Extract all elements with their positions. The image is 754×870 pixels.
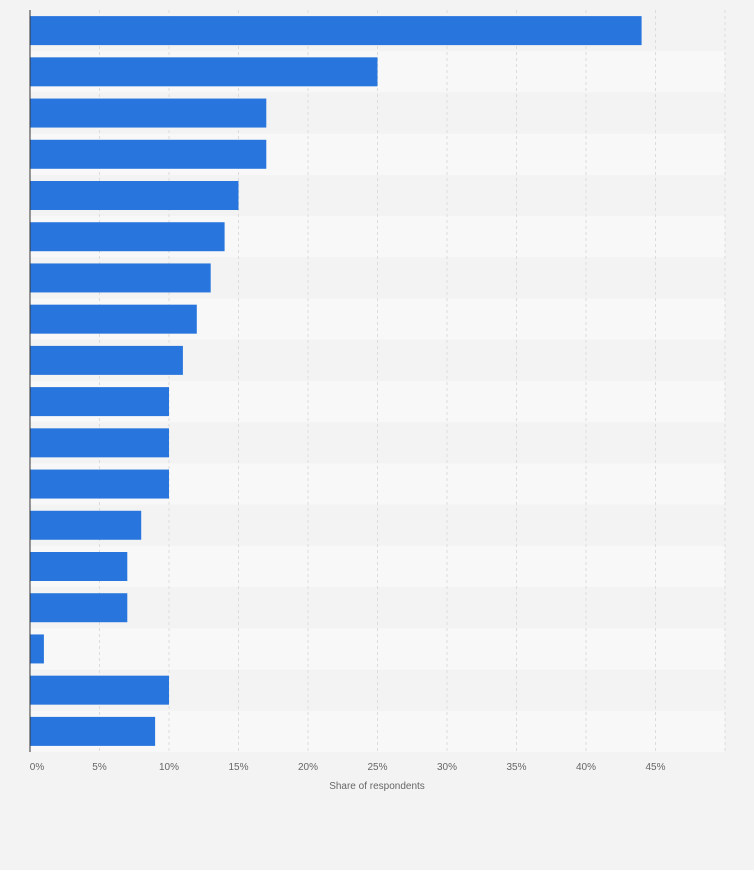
bar[interactable] — [30, 263, 211, 293]
bar[interactable] — [30, 510, 142, 540]
bar[interactable] — [30, 57, 378, 87]
x-tick-label: 40% — [576, 762, 596, 773]
bar[interactable] — [30, 139, 267, 169]
bar[interactable] — [30, 634, 44, 664]
bar[interactable] — [30, 304, 197, 334]
x-tick-label: 35% — [506, 762, 526, 773]
x-tick-label: 30% — [437, 762, 457, 773]
x-tick-label: 25% — [367, 762, 387, 773]
x-tick-label: 0% — [30, 762, 45, 773]
bar[interactable] — [30, 345, 183, 375]
bar[interactable] — [30, 428, 169, 458]
bar[interactable] — [30, 16, 642, 46]
bar[interactable] — [30, 387, 169, 417]
bar[interactable] — [30, 552, 128, 581]
x-tick-label: 5% — [92, 762, 107, 773]
bar[interactable] — [30, 593, 128, 623]
x-tick-label: 10% — [159, 762, 179, 773]
x-tick-label: 20% — [298, 762, 318, 773]
bar[interactable] — [30, 716, 156, 746]
bar[interactable] — [30, 469, 169, 499]
grid-lines — [99, 10, 726, 752]
bar[interactable] — [30, 222, 225, 252]
bar[interactable] — [30, 98, 267, 128]
x-tick-labels: 0% 5% 10% 15% 20% 25% 30% 35% 40% 45% — [30, 762, 666, 773]
bar[interactable] — [30, 675, 169, 705]
bar[interactable] — [30, 181, 239, 210]
bars — [30, 16, 642, 746]
x-tick-label: 45% — [645, 762, 665, 773]
x-axis-title: Share of respondents — [329, 781, 425, 792]
x-tick-label: 15% — [228, 762, 248, 773]
